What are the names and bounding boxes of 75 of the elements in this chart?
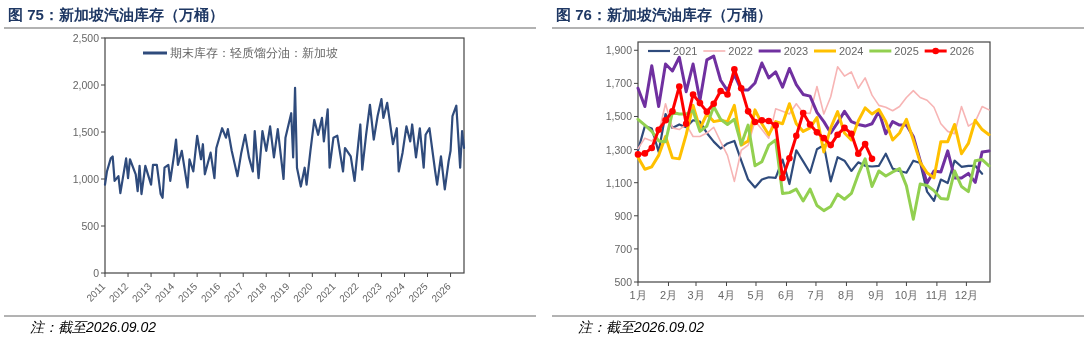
line-series: [636, 102, 991, 180]
point: [676, 83, 683, 90]
legend-label: 2023: [783, 45, 809, 57]
point: [634, 151, 642, 158]
y-tick-label: 1,500: [605, 110, 633, 123]
line-series: [103, 86, 466, 199]
legend-label: 2025: [894, 45, 919, 57]
y-tick-label: 1,000: [72, 173, 100, 185]
point: [848, 130, 855, 137]
point: [841, 124, 848, 132]
x-tick-label: 11月: [925, 289, 949, 301]
y-tick-label: 1,300: [605, 143, 633, 156]
text: 注：截至2026.09.02: [30, 319, 157, 335]
x-tick-label: 8月: [837, 289, 856, 301]
y-tick-label: 2,000: [72, 79, 100, 91]
x-tick-label: 5月: [747, 289, 765, 301]
x-tick-label: 6月: [777, 289, 796, 301]
point: [731, 66, 738, 73]
x-tick-label: 7月: [807, 289, 825, 301]
line-series: [636, 112, 984, 202]
legend-label: 期末库存：轻质馏分油：新加坡: [170, 46, 338, 60]
point: [703, 108, 711, 115]
chart-title: 图 76：新加坡汽油库存（万桶）: [556, 6, 772, 23]
point: [744, 108, 752, 115]
point: [710, 100, 718, 108]
x-tick-label: 9月: [868, 289, 886, 301]
y-tick-label: 700: [614, 242, 633, 255]
point: [641, 150, 649, 157]
point: [696, 99, 704, 107]
point: [682, 120, 690, 128]
y-tick-label: 0: [93, 267, 100, 279]
point: [662, 116, 669, 124]
x-tick-label: 10月: [894, 289, 919, 301]
point: [861, 140, 869, 148]
y-tick-label: 1,500: [72, 126, 100, 138]
point: [813, 129, 821, 136]
text: 注：截至2026.09.02: [578, 319, 705, 335]
point: [648, 144, 656, 152]
y-tick-label: 900: [614, 209, 633, 222]
point: [834, 131, 841, 138]
y-tick-label: 2,500: [72, 32, 100, 44]
point: [854, 150, 862, 158]
point: [655, 126, 662, 134]
point: [806, 121, 814, 128]
legend-label: 2026: [949, 45, 975, 57]
x-tick-label: 12月: [954, 289, 979, 301]
point: [737, 84, 745, 92]
point: [786, 154, 793, 162]
legend-label: 2024: [839, 45, 864, 57]
y-tick-label: 500: [614, 276, 633, 288]
x-tick-label: 4月: [717, 289, 736, 301]
x-tick-label: 3月: [687, 289, 705, 301]
legend-label: 2021: [673, 45, 698, 57]
point: [724, 91, 731, 98]
point: [799, 109, 807, 117]
point: [758, 116, 766, 124]
point: [669, 108, 676, 115]
point: [751, 118, 759, 126]
point: [868, 155, 876, 163]
point: [779, 174, 786, 182]
y-tick-label: 1,700: [605, 77, 633, 90]
x-tick-label: 1月: [629, 289, 647, 301]
point: [717, 87, 724, 95]
y-tick-label: 500: [81, 220, 100, 232]
y-tick-label: 1,900: [605, 44, 633, 57]
point: [793, 132, 800, 140]
x-tick-label: 2月: [659, 289, 678, 301]
point: [689, 91, 697, 98]
point: [765, 117, 773, 125]
legend-label: 2022: [728, 45, 753, 57]
chart-title: 图 75：新加坡汽油库存（万桶）: [8, 6, 224, 23]
point: [820, 134, 828, 142]
y-tick-label: 1,100: [605, 176, 633, 189]
point: [827, 141, 835, 149]
point: [772, 122, 779, 129]
